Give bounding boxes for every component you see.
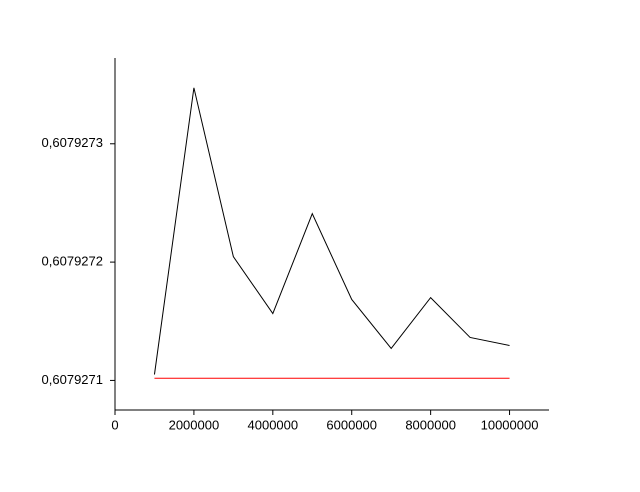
y-tick-label: 0,6079271 xyxy=(42,372,103,387)
y-tick-label: 0,6079273 xyxy=(42,135,103,150)
x-tick-label: 2000000 xyxy=(169,417,220,432)
x-tick-label: 8000000 xyxy=(405,417,456,432)
line-series xyxy=(153,87,510,375)
x-tick-label: 0 xyxy=(111,417,118,432)
x-tick-label: 4000000 xyxy=(248,417,299,432)
y-tick-label: 0,6079272 xyxy=(42,254,103,269)
x-tick-label: 10000000 xyxy=(481,417,539,432)
x-tick-label: 6000000 xyxy=(326,417,377,432)
